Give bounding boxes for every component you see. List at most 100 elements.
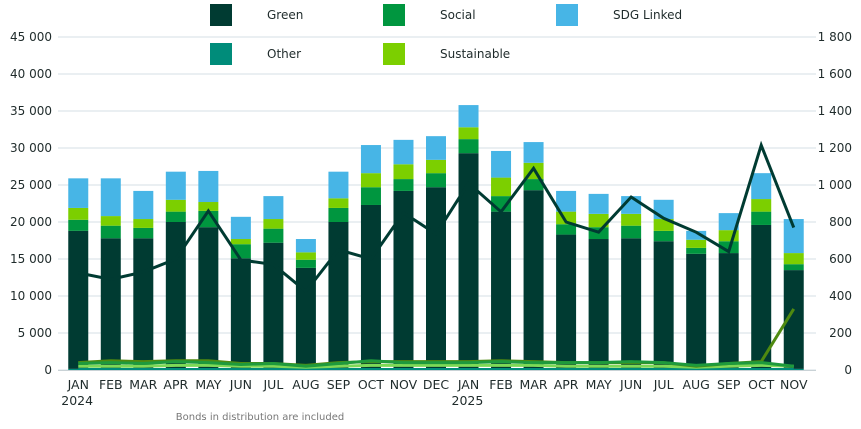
left-tick-label: 20 000: [10, 215, 52, 229]
bar-social: [360, 187, 381, 205]
x-tick-label: MAR: [520, 377, 548, 392]
right-tick-label: 1 200: [818, 141, 852, 155]
bar-green: [263, 242, 284, 369]
bar-green: [653, 241, 674, 369]
bar-sustainable: [783, 253, 804, 265]
legend-item-green[interactable]: Green: [210, 4, 303, 26]
bar-sustainable: [588, 213, 609, 228]
bar-social: [165, 211, 186, 222]
bar-social: [68, 219, 89, 231]
bar-green: [328, 222, 349, 369]
right-tick-label: 1 800: [818, 30, 852, 44]
bar-green: [230, 258, 251, 369]
bar-sustainable: [328, 198, 349, 208]
x-tick-label: MAR: [129, 377, 157, 392]
x-tick-label: AUG: [292, 377, 319, 392]
bar-sdg-linked: [426, 136, 446, 160]
bar-sdg-linked: [198, 170, 219, 203]
bar-sustainable: [360, 173, 381, 188]
right-axis-ticks: 0 200 400 600 800 1 000 1 200 1 400 1 600 1 800: [818, 30, 852, 377]
bar-social: [783, 264, 804, 271]
bar-green: [393, 190, 414, 369]
right-tick-label: 1 400: [818, 104, 852, 118]
bar-sustainable: [751, 199, 772, 212]
bar-sdg-linked: [100, 178, 121, 217]
legend-swatch: [556, 4, 578, 26]
x-tick-label: OCT: [358, 377, 385, 392]
bar-green: [426, 187, 446, 369]
bar-green: [458, 153, 479, 369]
bar-sustainable: [393, 164, 414, 180]
x-tick-label: DEC: [423, 377, 450, 392]
bar-sustainable: [426, 159, 446, 174]
x-tick-label: AUG: [682, 377, 709, 392]
bar-sdg-linked: [68, 178, 89, 208]
bar-green: [100, 238, 121, 369]
bar-sdg-linked: [653, 199, 674, 220]
left-tick-label: 0: [44, 363, 52, 377]
bar-sdg-linked: [751, 173, 772, 200]
bar-sustainable: [295, 252, 316, 260]
bar-sdg-linked: [718, 213, 739, 231]
bar-social: [295, 259, 316, 268]
bar-sustainable: [686, 239, 707, 248]
left-tick-label: 45 000: [10, 30, 52, 44]
bar-sdg-linked: [165, 171, 186, 200]
legend-item-sdg-linked[interactable]: SDG Linked: [556, 4, 682, 26]
bar-sdg-linked: [133, 190, 154, 220]
bar-social: [133, 227, 154, 239]
bar-green: [68, 230, 89, 369]
x-tick-label: APR: [554, 377, 579, 392]
bar-sustainable: [100, 216, 121, 226]
bar-sustainable: [230, 239, 251, 245]
bar-sustainable: [458, 127, 479, 140]
bar-sdg-linked: [328, 171, 349, 199]
legend-label: Green: [267, 8, 303, 22]
bar-sustainable: [653, 219, 674, 231]
x-tick-label: MAY: [195, 377, 221, 392]
x-tick-label: JAN: [457, 377, 479, 392]
bar-social: [393, 179, 414, 191]
bar-social: [621, 225, 642, 239]
legend-swatch: [383, 4, 405, 26]
legend-label: Other: [267, 47, 301, 61]
legend-swatch: [210, 43, 232, 65]
bar-sustainable: [133, 219, 154, 228]
legend-item-sustainable[interactable]: Sustainable: [383, 43, 510, 65]
bar-green: [588, 239, 609, 369]
bar-sdg-linked: [263, 196, 284, 220]
bar-green: [198, 227, 219, 369]
bar-social: [426, 173, 446, 188]
bar-sdg-linked: [295, 239, 316, 253]
x-tick-label: SEP: [327, 377, 351, 392]
x-tick-label: JUN: [229, 377, 252, 392]
bar-sdg-linked: [230, 216, 251, 240]
bar-sdg-linked: [491, 150, 512, 178]
year-label: 2025: [452, 393, 484, 408]
bar-green: [751, 224, 772, 369]
bar-sdg-linked: [458, 105, 479, 128]
bar-green: [165, 222, 186, 369]
bar-green: [718, 253, 739, 369]
x-axis-ticks: JAN FEB MAR APR MAY JUN JUL AUG SEP OCT NOV DEC JAN F…: [61, 377, 808, 408]
bar-green: [523, 190, 544, 369]
bar-green: [133, 238, 154, 369]
legend-item-social[interactable]: Social: [383, 4, 476, 26]
right-tick-label: 0: [844, 363, 852, 377]
bar-green: [686, 253, 707, 369]
bar-social: [653, 230, 674, 242]
bar-sdg-linked: [360, 145, 381, 174]
line-social-count: [78, 359, 794, 368]
legend-item-other[interactable]: Other: [210, 43, 301, 65]
legend: Green Social SDG Linked Other Sustainable: [210, 4, 682, 65]
right-tick-label: 400: [829, 289, 852, 303]
bar-social: [458, 139, 479, 154]
x-tick-label: JUL: [262, 377, 283, 392]
count-lines: [58, 140, 816, 371]
bar-social: [523, 179, 544, 191]
legend-swatch: [383, 43, 405, 65]
x-tick-label: MAY: [586, 377, 612, 392]
bar-sustainable: [198, 202, 219, 211]
x-tick-label: APR: [163, 377, 188, 392]
footnote: Bonds in distribution are included: [176, 412, 344, 423]
